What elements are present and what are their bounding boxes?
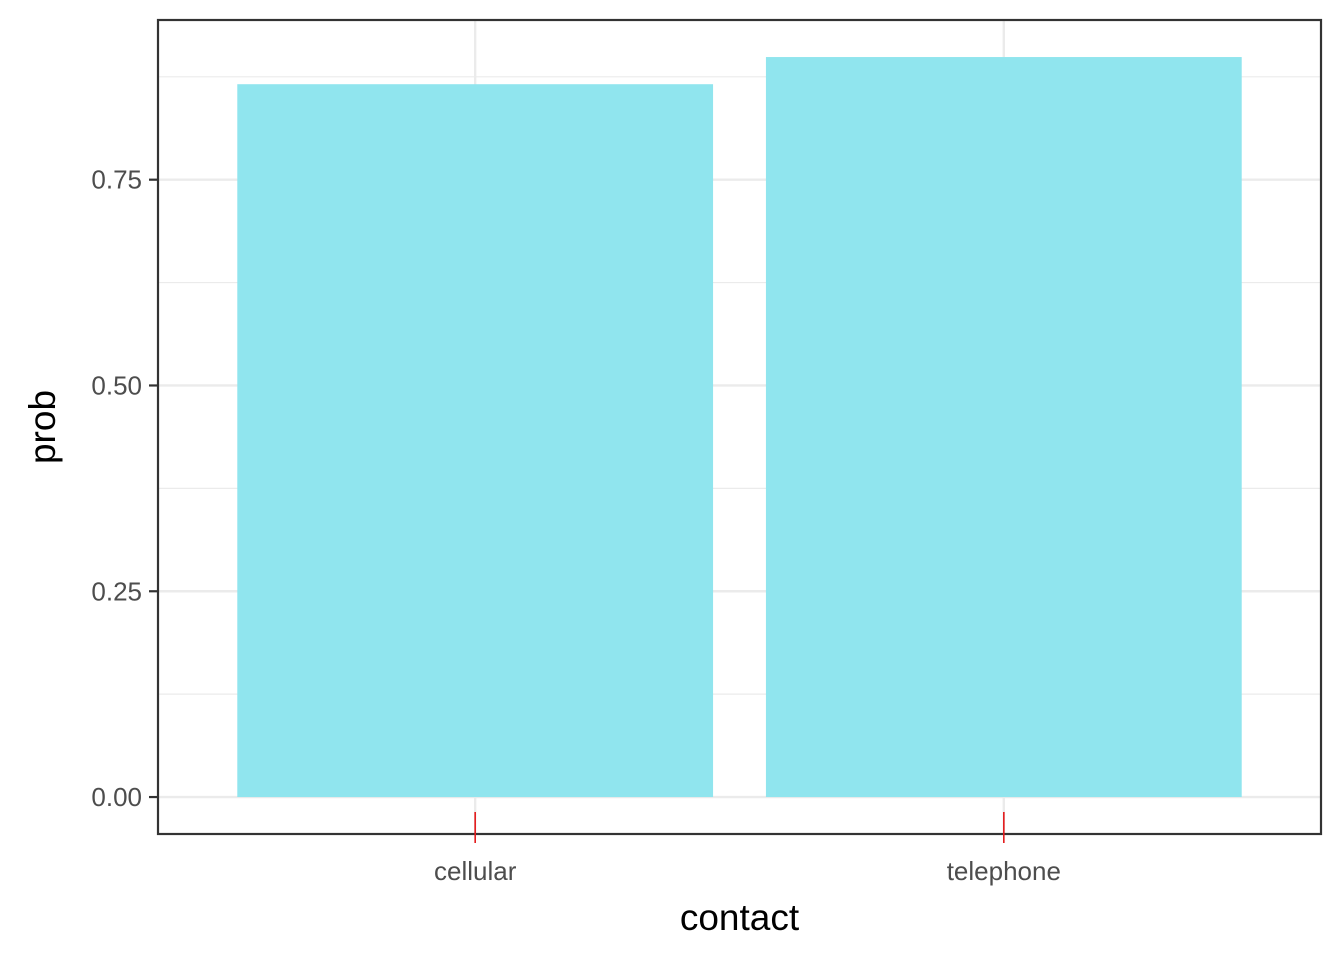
- x-axis: cellular telephone: [434, 812, 1061, 886]
- x-tick-label: cellular: [434, 856, 517, 886]
- panel-border: [156, 18, 1323, 836]
- bar-telephone: [765, 57, 1242, 798]
- y-axis-title: prob: [22, 390, 63, 464]
- x-axis-title: contact: [680, 897, 800, 938]
- y-tick-label: 0.00: [91, 782, 142, 812]
- y-tick-label: 0.25: [91, 576, 142, 606]
- x-tick-label: telephone: [947, 856, 1061, 886]
- bar-cellular: [237, 84, 714, 798]
- bars: [237, 57, 1242, 798]
- y-tick-label: 0.75: [91, 165, 142, 195]
- y-axis: 0.00 0.25 0.50 0.75: [91, 165, 158, 812]
- y-tick-label: 0.50: [91, 370, 142, 400]
